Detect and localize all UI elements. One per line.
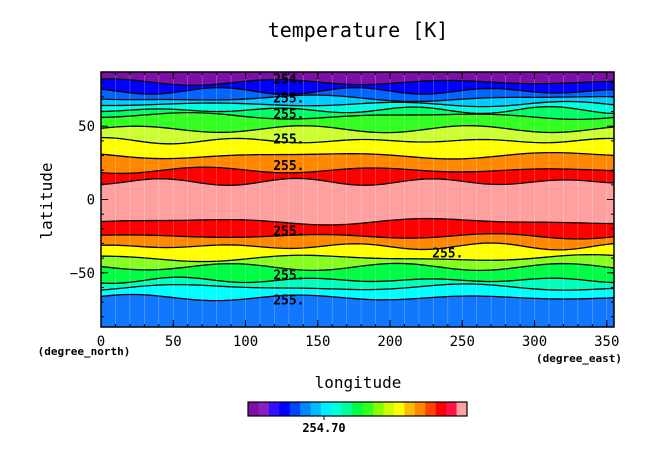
contour-line xyxy=(101,111,614,121)
contour-band xyxy=(101,101,614,114)
colorbar-swatch xyxy=(321,402,332,416)
contour-line xyxy=(101,242,614,251)
x-tick-label: 150 xyxy=(305,334,330,350)
colorbar-swatch xyxy=(446,402,458,416)
contour-label: 255. xyxy=(273,294,304,309)
x-tick-label: 250 xyxy=(450,334,475,350)
plot-area: 254. 255. 255. 255. 255. 255. 255. 255. 255. xyxy=(101,72,614,327)
contour-line xyxy=(101,262,614,272)
colorbar-swatch xyxy=(300,402,312,416)
contour-band xyxy=(101,87,614,102)
contour-band xyxy=(101,294,614,327)
x-tick-label: 50 xyxy=(165,334,182,350)
colorbar-swatch xyxy=(352,402,364,416)
contour-line xyxy=(101,166,614,175)
contour-label: 255. xyxy=(273,159,304,174)
contour-band xyxy=(101,263,614,284)
contour-line xyxy=(101,94,614,103)
contour-band xyxy=(101,218,614,239)
contour-band xyxy=(101,283,614,301)
chart-title: temperature [K] xyxy=(268,18,449,42)
contour-line xyxy=(101,100,614,108)
contour-label: 255. xyxy=(273,108,304,123)
x-tick-label: 100 xyxy=(233,334,258,350)
contour-band xyxy=(101,106,614,120)
colorbar-swatch xyxy=(425,402,437,416)
contour-line xyxy=(101,151,614,160)
y-axis-label: latitude xyxy=(37,162,56,239)
colorbar-swatch xyxy=(341,402,353,416)
colorbar-swatch xyxy=(414,402,426,416)
contour-line xyxy=(101,293,614,302)
colorbar-swatch xyxy=(373,402,385,416)
contour-line xyxy=(101,217,614,226)
x-tick-label: 0 xyxy=(97,334,105,350)
colorbar-swatch xyxy=(279,402,291,416)
contour-band xyxy=(101,242,614,262)
colorbar-swatch xyxy=(331,402,343,416)
x-unit-label: (degree_east) xyxy=(536,352,622,365)
contour-line xyxy=(101,283,614,291)
colorbar xyxy=(247,401,468,420)
contour-band xyxy=(101,277,614,291)
y-tick-label: 50 xyxy=(78,119,95,135)
contour-band xyxy=(101,78,614,95)
contour-label: 255. xyxy=(273,225,304,240)
contour-line xyxy=(101,87,614,96)
colorbar-swatch xyxy=(456,402,468,416)
x-axis-label: longitude xyxy=(315,373,402,392)
x-tick-label: 350 xyxy=(594,334,619,350)
contour-band xyxy=(101,112,614,133)
contour-band xyxy=(101,137,614,159)
contour-label: 255. xyxy=(432,247,463,262)
colorbar-swatch xyxy=(394,402,405,416)
colorbar-swatch xyxy=(435,402,447,416)
contour-band xyxy=(101,72,614,86)
contour-label: 255. xyxy=(273,269,304,284)
contour-band xyxy=(101,178,614,225)
axes: 0 50 100 150 200 250 300 350 −50 0 50 xyxy=(70,71,619,350)
colorbar-swatch xyxy=(258,402,270,416)
colorbar-swatch xyxy=(310,402,322,416)
colorbar-swatch xyxy=(383,402,395,416)
contour-label: 255. xyxy=(273,91,304,106)
contour-line xyxy=(101,78,614,86)
contour-line xyxy=(101,233,614,240)
colorbar-swatch xyxy=(268,402,280,416)
contour-label: 255. xyxy=(273,132,304,147)
colorbar-swatch xyxy=(289,402,301,416)
colorbar-label: 254.70 xyxy=(302,421,345,435)
colorbar-swatch xyxy=(248,402,259,416)
y-unit-label: (degree_north) xyxy=(38,345,131,358)
x-tick-label: 200 xyxy=(377,334,402,350)
contour-line xyxy=(101,125,614,134)
contour-line xyxy=(101,253,614,263)
contour-bands xyxy=(101,72,614,327)
x-tick-label: 300 xyxy=(522,334,547,350)
y-tick-label: 0 xyxy=(87,193,95,209)
contour-line xyxy=(101,105,614,115)
colorbar-swatch xyxy=(362,402,374,416)
contour-line xyxy=(101,276,614,285)
colorbar-swatch xyxy=(404,402,416,416)
colorbar-frame xyxy=(247,401,468,417)
contour-label: 254. xyxy=(273,72,304,87)
contour-line xyxy=(101,177,614,186)
contour-line xyxy=(101,136,614,145)
y-tick-label: −50 xyxy=(70,266,95,282)
contour-band xyxy=(101,254,614,271)
